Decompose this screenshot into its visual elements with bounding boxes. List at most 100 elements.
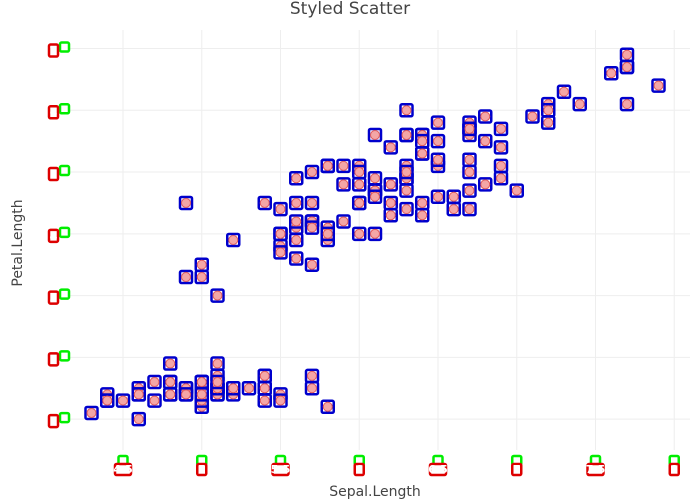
- data-point-square-70: [336, 177, 351, 192]
- data-point-square-29: [147, 374, 162, 390]
- y-tick-2: 3: [47, 290, 60, 305]
- data-point-112: [478, 133, 493, 149]
- data-point-circle-119: [354, 167, 365, 178]
- data-point-square-148: [383, 140, 398, 155]
- data-point-24: [163, 356, 178, 371]
- data-point-square-36: [273, 393, 288, 408]
- data-point-circle-104: [433, 117, 443, 128]
- data-point-square-22: [131, 411, 146, 427]
- data-point-circle-58: [448, 191, 459, 202]
- data-point-square-131: [651, 78, 666, 93]
- x-tick-0: 4.5: [113, 462, 133, 477]
- data-point-square-75: [446, 201, 461, 217]
- data-point-142: [320, 158, 335, 174]
- data-point-square-99: [304, 220, 320, 235]
- data-point-square-13: [84, 405, 99, 421]
- data-point-120: [493, 121, 509, 137]
- data-point-127: [367, 170, 383, 186]
- x-tick-6: 7.5: [586, 462, 606, 477]
- y-tick-square-6: [58, 41, 71, 53]
- x-tick-box-2: [271, 462, 290, 477]
- data-point-79: [304, 257, 320, 272]
- data-point-circle-22: [133, 414, 144, 425]
- data-point-134: [367, 127, 383, 143]
- data-point-36: [273, 393, 288, 408]
- y-tick-box-6: [47, 43, 60, 58]
- x-tick-box-0: [113, 462, 133, 477]
- data-point-136: [399, 127, 414, 143]
- data-point-circle-148: [385, 142, 396, 153]
- data-point-square-137: [415, 133, 430, 149]
- data-point-141: [493, 158, 509, 174]
- data-point-circle-81: [275, 247, 286, 258]
- data-point-139: [493, 140, 509, 155]
- y-tick-label-5: 6: [50, 106, 58, 119]
- data-point-130: [572, 96, 587, 112]
- x-tick-5: 7: [511, 462, 523, 477]
- data-point-circle-121: [291, 173, 302, 184]
- x-tick-1: 5: [196, 462, 208, 477]
- y-tick-box-2: [47, 290, 60, 305]
- data-point-square-18: [304, 368, 320, 384]
- y-tick-6: 7: [47, 43, 60, 58]
- data-point-square-98: [210, 288, 225, 303]
- y-tick-box-3: [47, 228, 60, 244]
- y-tick-4: 5: [47, 166, 60, 182]
- data-point-square-91: [367, 189, 383, 205]
- x-tick-label-4: 6.5: [428, 463, 448, 476]
- data-point-circle-62: [354, 228, 365, 239]
- data-point-circle-75: [448, 204, 459, 215]
- x-axis-title: Sepal.Length: [329, 484, 421, 500]
- data-point-106: [178, 195, 194, 211]
- x-tick-box-6: [586, 462, 605, 477]
- data-point-circle-32: [228, 383, 239, 394]
- data-point-75: [446, 201, 461, 217]
- data-point-62: [352, 226, 367, 242]
- data-point-square-130: [572, 96, 587, 112]
- y-tick-5: 6: [47, 105, 60, 120]
- data-point-circle-69: [291, 235, 302, 245]
- data-point-square-79: [304, 257, 320, 272]
- data-point-51: [415, 195, 430, 211]
- data-point-77: [462, 164, 477, 180]
- x-tick-3: 6: [353, 462, 365, 477]
- data-point-32: [226, 380, 241, 396]
- x-tick-4: 6.5: [428, 462, 448, 477]
- data-point-91: [367, 189, 383, 205]
- data-point-circle-149: [338, 160, 349, 171]
- data-point-square-93: [194, 269, 209, 285]
- data-point-61: [336, 214, 351, 229]
- data-point-76: [478, 177, 493, 192]
- data-point-circle-145: [464, 154, 475, 165]
- data-point-circle-94: [291, 216, 302, 227]
- data-point-circle-44: [212, 358, 223, 369]
- data-point-square-86: [462, 183, 477, 198]
- data-point-circle-15: [307, 383, 317, 394]
- data-point-69: [289, 232, 304, 248]
- data-point-circle-125: [543, 105, 554, 116]
- data-point-square-142: [320, 158, 335, 174]
- data-point-31: [257, 380, 272, 396]
- data-point-37: [178, 387, 194, 402]
- data-point-circle-60: [196, 259, 207, 270]
- data-point-14: [320, 399, 335, 415]
- data-point-square-121: [289, 170, 304, 186]
- data-point-square-145: [462, 152, 477, 167]
- data-point-circle-93: [196, 272, 207, 283]
- data-point-86: [462, 183, 477, 198]
- data-point-circle-139: [496, 142, 506, 153]
- data-point-46: [210, 374, 225, 390]
- data-point-circle-57: [181, 272, 191, 283]
- data-point-92: [320, 226, 335, 242]
- data-point-square-135: [619, 96, 635, 112]
- data-point-square-61: [336, 214, 351, 229]
- x-tick-labels: 4.5 5 5.5 6 6.5 7 7.5 8: [113, 462, 680, 477]
- x-tick-label-6: 7.5: [586, 463, 606, 476]
- x-tick-7: 8: [668, 462, 680, 477]
- data-point-square-84: [257, 195, 272, 211]
- y-tick-square-2: [58, 288, 71, 300]
- x-tick-label-5: 7: [513, 463, 521, 476]
- data-point-circle-42: [102, 395, 113, 406]
- data-point-square-139: [493, 140, 509, 155]
